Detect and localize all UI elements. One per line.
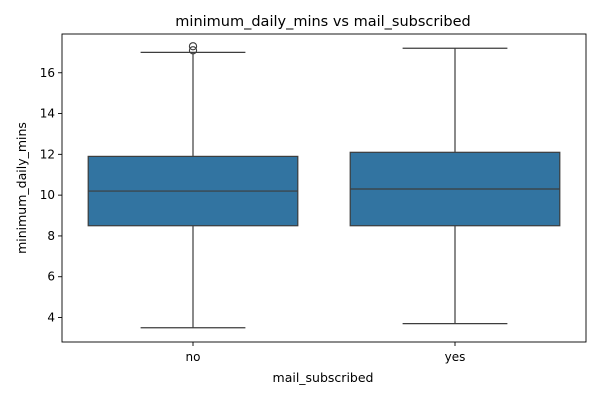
- x-tick-label: yes: [445, 350, 466, 364]
- y-tick-label: 10: [40, 188, 55, 202]
- y-tick-label: 16: [40, 66, 55, 80]
- y-tick-label: 14: [40, 107, 55, 121]
- outlier-point: [188, 46, 198, 55]
- chart-title: minimum_daily_mins vs mail_subscribed: [175, 14, 470, 30]
- x-tick-label: no: [186, 350, 201, 364]
- y-axis-label: minimum_daily_mins: [14, 122, 29, 254]
- y-tick-label: 12: [40, 147, 55, 161]
- plot-area: 4 6 8 10 12 14 16 no yes: [40, 42, 561, 364]
- x-axis-label: mail_subscribed: [273, 370, 374, 385]
- outlier-point: [188, 42, 198, 51]
- y-tick-label: 6: [47, 270, 55, 284]
- plot-frame: [61, 33, 587, 343]
- y-tick-label: 8: [47, 229, 55, 243]
- y-tick-label: 4: [47, 311, 55, 325]
